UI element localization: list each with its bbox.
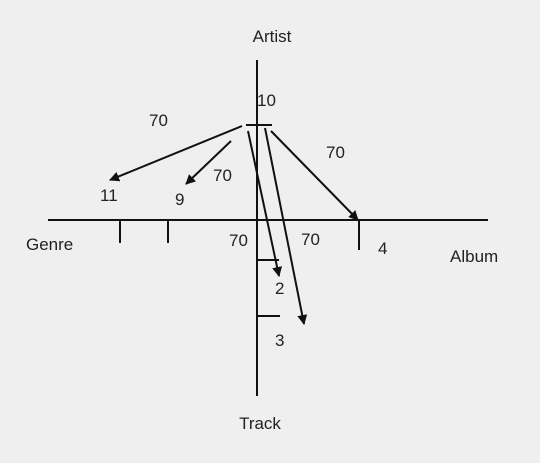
value-genre-far: 11 [100, 186, 118, 205]
edge-label-track-far: 70 [301, 230, 320, 249]
value-genre-near: 9 [175, 190, 184, 209]
edge-label-genre-far: 70 [149, 111, 168, 130]
arrow-to-track-far [264, 127, 308, 325]
value-artist: 10 [257, 91, 276, 110]
axis-label-album: Album [450, 247, 498, 266]
value-track-far: 3 [275, 331, 284, 350]
edge-label-genre-near: 70 [213, 166, 232, 185]
arrow-to-album [270, 130, 359, 221]
edge-label-album: 70 [326, 143, 345, 162]
arrow-to-genre-near [185, 140, 232, 185]
axis-label-genre: Genre [26, 235, 73, 254]
value-track-near: 2 [275, 279, 284, 298]
value-album: 4 [378, 239, 387, 258]
arrow-to-track-near [247, 130, 283, 277]
axis-label-artist: Artist [253, 27, 292, 46]
edge-label-track-near: 70 [229, 231, 248, 250]
axis-label-track: Track [239, 414, 281, 433]
arrow-to-genre-far [109, 125, 243, 182]
